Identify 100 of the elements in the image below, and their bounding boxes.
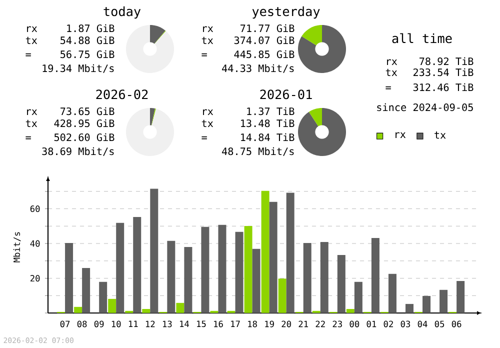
- text: 73.65 GiB: [60, 107, 114, 116]
- y-axis-title: Mbit/s: [13, 232, 21, 262]
- y-tick-label: 40: [30, 240, 40, 247]
- text: rx: [203, 26, 214, 32]
- bar: [388, 274, 396, 313]
- text: rx: [27, 109, 38, 115]
- x-tick-label: 06: [452, 320, 462, 328]
- bar: [440, 290, 448, 313]
- y-tick-label: 60: [30, 206, 40, 212]
- text: 44.33 Mbit/s: [222, 64, 294, 73]
- bar: [337, 254, 346, 313]
- bar: [269, 202, 278, 313]
- text: =: [386, 86, 391, 90]
- text: 1.37 TiB: [247, 107, 294, 116]
- text: rx: [387, 59, 398, 65]
- text: 312.46 TiB: [413, 83, 474, 92]
- bar: [346, 308, 354, 313]
- x-tick-label: 21: [298, 320, 308, 328]
- bar: [286, 192, 294, 313]
- y-tick-label: 20: [30, 274, 40, 282]
- text: =: [202, 136, 207, 140]
- text: rx: [203, 109, 214, 115]
- x-tick-label: 13: [162, 320, 172, 328]
- text: 502.60 GiB: [54, 133, 114, 142]
- x-tick-label: 15: [197, 320, 206, 328]
- bar: [176, 302, 184, 313]
- bar: [82, 268, 90, 313]
- text: 78.92 TiB: [420, 57, 474, 66]
- bar: [116, 222, 124, 313]
- bar: [261, 190, 270, 313]
- chart-title: today: [104, 6, 141, 19]
- chart-title: yesterday: [252, 6, 320, 19]
- text: tx: [202, 36, 214, 44]
- x-tick-label: 20: [282, 320, 291, 328]
- legend-label: rx: [396, 132, 406, 138]
- text: tx: [26, 120, 38, 127]
- bar: [278, 278, 286, 313]
- bar: [133, 216, 142, 313]
- bar: [201, 226, 210, 313]
- text: 13.48 TiB: [241, 119, 294, 128]
- bar: [244, 226, 252, 313]
- text: tx: [202, 120, 214, 127]
- x-tick-label: 04: [418, 320, 428, 328]
- x-tick-label: 02: [384, 320, 393, 328]
- x-tick-label: 17: [231, 320, 240, 328]
- bar: [371, 238, 380, 313]
- x-tick-label: 18: [248, 320, 257, 328]
- bar: [456, 281, 465, 313]
- bar: [303, 242, 312, 313]
- text: 445.85 GiB: [234, 50, 294, 58]
- legend-label: tx: [434, 132, 446, 139]
- x-tick-label: 10: [112, 320, 121, 328]
- text: 428.95 GiB: [54, 119, 114, 128]
- x-tick-label: 16: [214, 320, 223, 328]
- bar: [235, 232, 244, 313]
- x-tick-label: 08: [77, 320, 87, 328]
- text: 54.88 GiB: [60, 36, 114, 44]
- x-tick-label: 12: [146, 320, 155, 328]
- text: =: [26, 53, 31, 56]
- x-tick-label: 19: [265, 320, 274, 328]
- text: tx: [26, 36, 38, 44]
- text: rx: [27, 26, 38, 32]
- bar: [218, 224, 226, 313]
- bar: [65, 242, 74, 313]
- x-tick-label: 03: [400, 320, 410, 328]
- bar: [184, 246, 192, 313]
- text: =: [202, 53, 207, 56]
- text: 233.54 TiB: [413, 68, 474, 76]
- x-tick-label: 11: [128, 320, 138, 328]
- x-tick-label: 22: [316, 320, 325, 328]
- bar: [354, 282, 362, 313]
- text: 56.75 GiB: [60, 50, 114, 58]
- text: 38.69 Mbit/s: [42, 147, 114, 156]
- bar: [320, 242, 328, 313]
- text: 19.34 Mbit/s: [42, 64, 114, 73]
- text: tx: [386, 68, 398, 76]
- text: 374.07 GiB: [234, 36, 294, 44]
- x-tick-label: 01: [366, 320, 376, 328]
- bar: [150, 188, 158, 313]
- bar: [99, 282, 108, 313]
- x-tick-label: 07: [60, 320, 70, 328]
- chart-title: 2026-01: [260, 90, 312, 100]
- text: 48.75 Mbit/s: [222, 147, 294, 156]
- bar: [406, 304, 414, 313]
- bar: [252, 248, 260, 313]
- x-tick-label: 00: [350, 320, 360, 328]
- text: 14.84 TiB: [241, 133, 294, 142]
- chart-title: 2026-02: [96, 90, 148, 100]
- bar: [74, 306, 82, 313]
- text: =: [26, 136, 31, 140]
- bar: [422, 296, 431, 313]
- bar: [142, 308, 150, 313]
- bar: [167, 240, 176, 313]
- text: all time: [392, 33, 452, 44]
- text: 71.77 GiB: [240, 24, 294, 32]
- x-tick-label: 05: [434, 320, 444, 328]
- x-tick-label: 09: [94, 320, 104, 328]
- bar: [108, 298, 116, 313]
- text: since 2024-09-05: [377, 103, 473, 112]
- text: 1.87 GiB: [67, 24, 114, 32]
